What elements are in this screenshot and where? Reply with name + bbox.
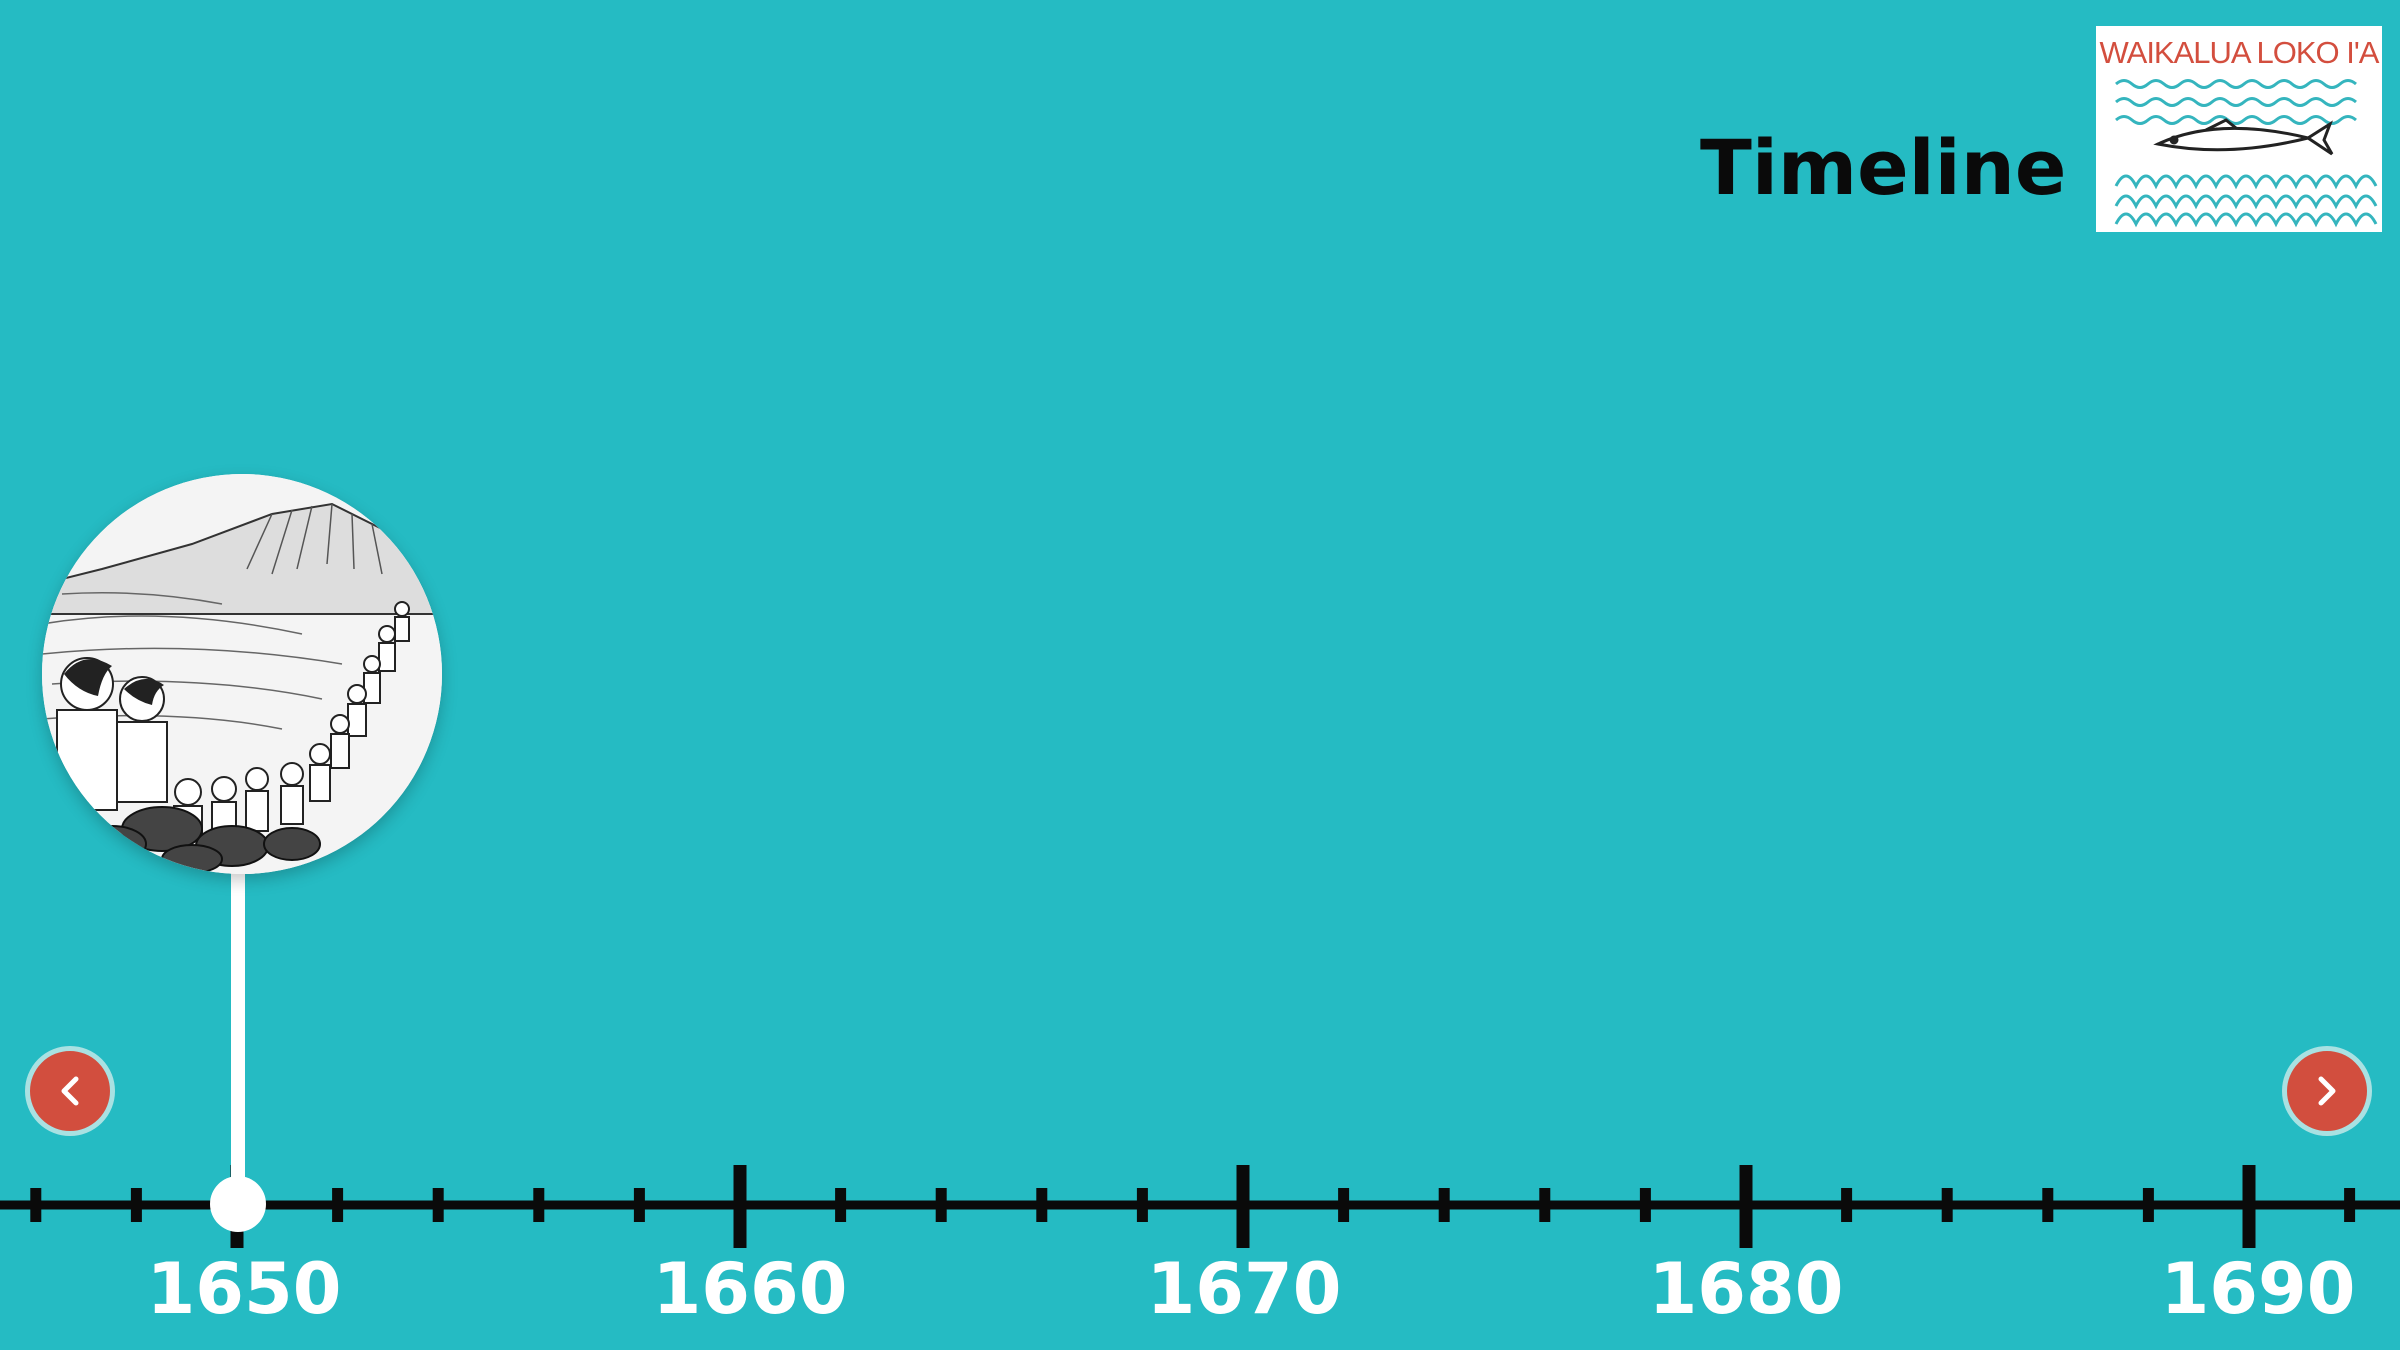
fish-waves-logo-icon xyxy=(2114,79,2378,228)
year-label-1650: 1650 xyxy=(146,1248,342,1330)
year-label-1690: 1690 xyxy=(2160,1248,2356,1330)
illustration-hawaiians-passing-stones-icon xyxy=(42,474,442,874)
logo: WAIKALUA LOKO I'A xyxy=(2096,26,2382,232)
year-label-1660: 1660 xyxy=(652,1248,848,1330)
timeline-axis xyxy=(0,1165,2400,1248)
chevron-left-icon xyxy=(61,1076,79,1106)
year-label-1680: 1680 xyxy=(1648,1248,1844,1330)
logo-text: WAIKALUA LOKO I'A xyxy=(2099,35,2380,70)
chevron-right-icon xyxy=(2318,1076,2336,1106)
previous-button[interactable] xyxy=(25,1046,115,1136)
timeline-position-knob[interactable] xyxy=(210,1176,266,1232)
year-label-1670: 1670 xyxy=(1146,1248,1342,1330)
page-title: Timeline xyxy=(1700,123,2067,212)
event-connector xyxy=(231,860,245,1202)
event-marker-1650[interactable] xyxy=(42,474,442,874)
next-button[interactable] xyxy=(2282,1046,2372,1136)
